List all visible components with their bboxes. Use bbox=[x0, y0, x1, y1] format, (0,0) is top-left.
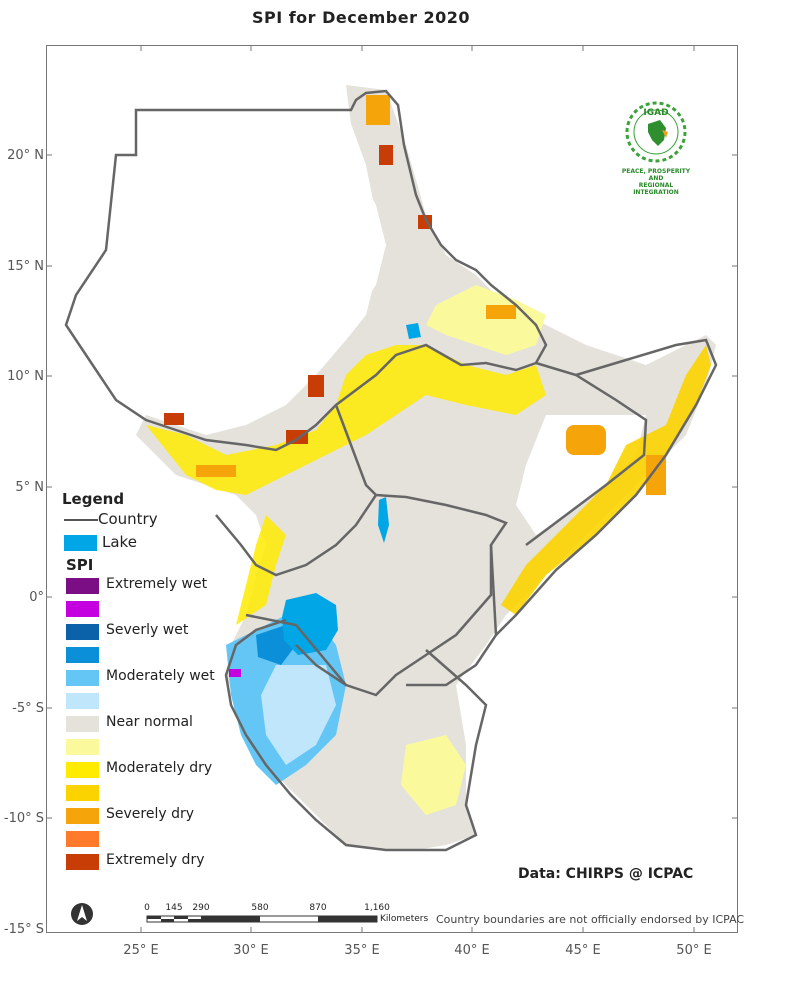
legend-spi-row bbox=[62, 735, 232, 758]
spi-swatch bbox=[66, 739, 99, 755]
legend-spi-row bbox=[62, 827, 232, 850]
igad-logo: IGAD PEACE, PROSPERITY AND REGIONAL INTE… bbox=[620, 100, 692, 196]
legend-spi-row bbox=[62, 643, 232, 666]
country-boundaries bbox=[64, 89, 718, 852]
region-no-data-east bbox=[516, 415, 646, 535]
spi-swatch bbox=[66, 785, 99, 801]
spi-map bbox=[46, 45, 738, 933]
legend: Legend Country Lake SPI Extremely wet Sev… bbox=[62, 490, 232, 873]
spi-label: Extremely wet bbox=[106, 576, 208, 592]
lake-victoria bbox=[282, 593, 338, 655]
scale-bar-graphic bbox=[146, 915, 378, 923]
legend-heading: Legend bbox=[62, 490, 125, 508]
legend-spi-row bbox=[62, 689, 232, 712]
spi-swatch bbox=[66, 624, 99, 640]
legend-spi-row: Moderately dry bbox=[62, 758, 232, 781]
legend-country-label: Country bbox=[98, 510, 158, 528]
lat-label-5s: -5° S bbox=[12, 701, 44, 716]
spi-swatch bbox=[66, 854, 99, 870]
region-dry-west bbox=[236, 515, 286, 625]
region-dry-somalia bbox=[501, 345, 711, 615]
spi-label: Extremely dry bbox=[106, 852, 205, 868]
region-dry-tanzania bbox=[401, 735, 466, 815]
logo-acronym: IGAD bbox=[643, 108, 669, 118]
lat-label-10s: -10° S bbox=[3, 811, 44, 826]
legend-lake-label: Lake bbox=[102, 533, 137, 551]
logo-tagline-1: PEACE, PROSPERITY AND bbox=[621, 168, 691, 182]
lon-label-30e: 30° E bbox=[233, 943, 269, 958]
lat-label-15n: 15° N bbox=[7, 259, 44, 274]
spi-swatch bbox=[66, 601, 99, 617]
frame-ticks bbox=[46, 45, 738, 933]
lat-label-10n: 10° N bbox=[7, 369, 44, 384]
spi-label: Severely dry bbox=[106, 806, 195, 822]
lat-label-20n: 20° N bbox=[7, 148, 44, 163]
lake-turkana bbox=[378, 497, 389, 543]
scale-tick-145: 145 bbox=[165, 903, 183, 913]
legend-spi-row: Severly wet bbox=[62, 620, 232, 643]
country-line-swatch bbox=[64, 519, 98, 521]
scale-tick-290: 290 bbox=[192, 903, 210, 913]
north-arrow-icon bbox=[71, 903, 93, 925]
spi-swatch bbox=[66, 716, 99, 732]
disclaimer: Country boundaries are not officially en… bbox=[436, 913, 745, 926]
logo-tagline-2: REGIONAL INTEGRATION bbox=[633, 182, 679, 196]
legend-spi-row: Extremely wet bbox=[62, 574, 232, 597]
spi-swatch bbox=[66, 808, 99, 824]
legend-spi-row: Extremely dry bbox=[62, 850, 232, 873]
scale-unit: Kilometers bbox=[380, 914, 429, 924]
scale-tick-1160: 1,160 bbox=[364, 903, 390, 913]
legend-spi-row: Moderately wet bbox=[62, 666, 232, 689]
region-no-data-north bbox=[66, 110, 376, 405]
lat-label-5n: 5° N bbox=[15, 480, 44, 495]
lon-label-50e: 50° E bbox=[676, 943, 712, 958]
spi-swatch bbox=[66, 670, 99, 686]
region-extremely-wet bbox=[229, 669, 241, 677]
lat-label-15s: -15° S bbox=[3, 922, 44, 937]
spi-class-list: Extremely wet Severly wet Moderately wet Ne… bbox=[62, 574, 232, 873]
legend-lake-row: Lake bbox=[62, 531, 232, 554]
spi-swatch bbox=[66, 693, 99, 709]
lon-label-45e: 45° E bbox=[565, 943, 601, 958]
region-severely-dry bbox=[196, 95, 666, 495]
region-dry-belt-sahel bbox=[146, 345, 546, 495]
spi-label: Moderately wet bbox=[106, 668, 215, 684]
spi-swatch bbox=[66, 647, 99, 663]
legend-spi-row bbox=[62, 781, 232, 804]
igad-emblem bbox=[625, 101, 687, 163]
region-extremely-dry bbox=[164, 145, 432, 444]
spi-swatch bbox=[66, 831, 99, 847]
spi-label: Severly wet bbox=[106, 622, 189, 638]
region-slightly-wet bbox=[261, 665, 336, 765]
legend-spi-row: Severely dry bbox=[62, 804, 232, 827]
scale-tick-580: 580 bbox=[251, 903, 269, 913]
lon-label-35e: 35° E bbox=[344, 943, 380, 958]
lat-label-0: 0° bbox=[29, 590, 44, 605]
region-dry-horn bbox=[426, 285, 546, 355]
legend-spi-row: Near normal bbox=[62, 712, 232, 735]
legend-country-row: Country bbox=[62, 508, 232, 531]
legend-spi-heading: SPI bbox=[66, 556, 94, 574]
spi-label: Moderately dry bbox=[106, 760, 213, 776]
lake-swatch bbox=[64, 535, 97, 551]
data-credit: Data: CHIRPS @ ICPAC bbox=[518, 866, 694, 882]
scale-tick-0: 0 bbox=[144, 903, 150, 913]
map-title: SPI for December 2020 bbox=[251, 8, 471, 27]
lake-tana bbox=[406, 323, 421, 339]
lon-label-40e: 40° E bbox=[454, 943, 490, 958]
legend-spi-row bbox=[62, 597, 232, 620]
spi-swatch bbox=[66, 578, 99, 594]
scale-tick-870: 870 bbox=[309, 903, 327, 913]
lon-label-25e: 25° E bbox=[123, 943, 159, 958]
spi-swatch bbox=[66, 762, 99, 778]
spi-label: Near normal bbox=[106, 714, 193, 730]
